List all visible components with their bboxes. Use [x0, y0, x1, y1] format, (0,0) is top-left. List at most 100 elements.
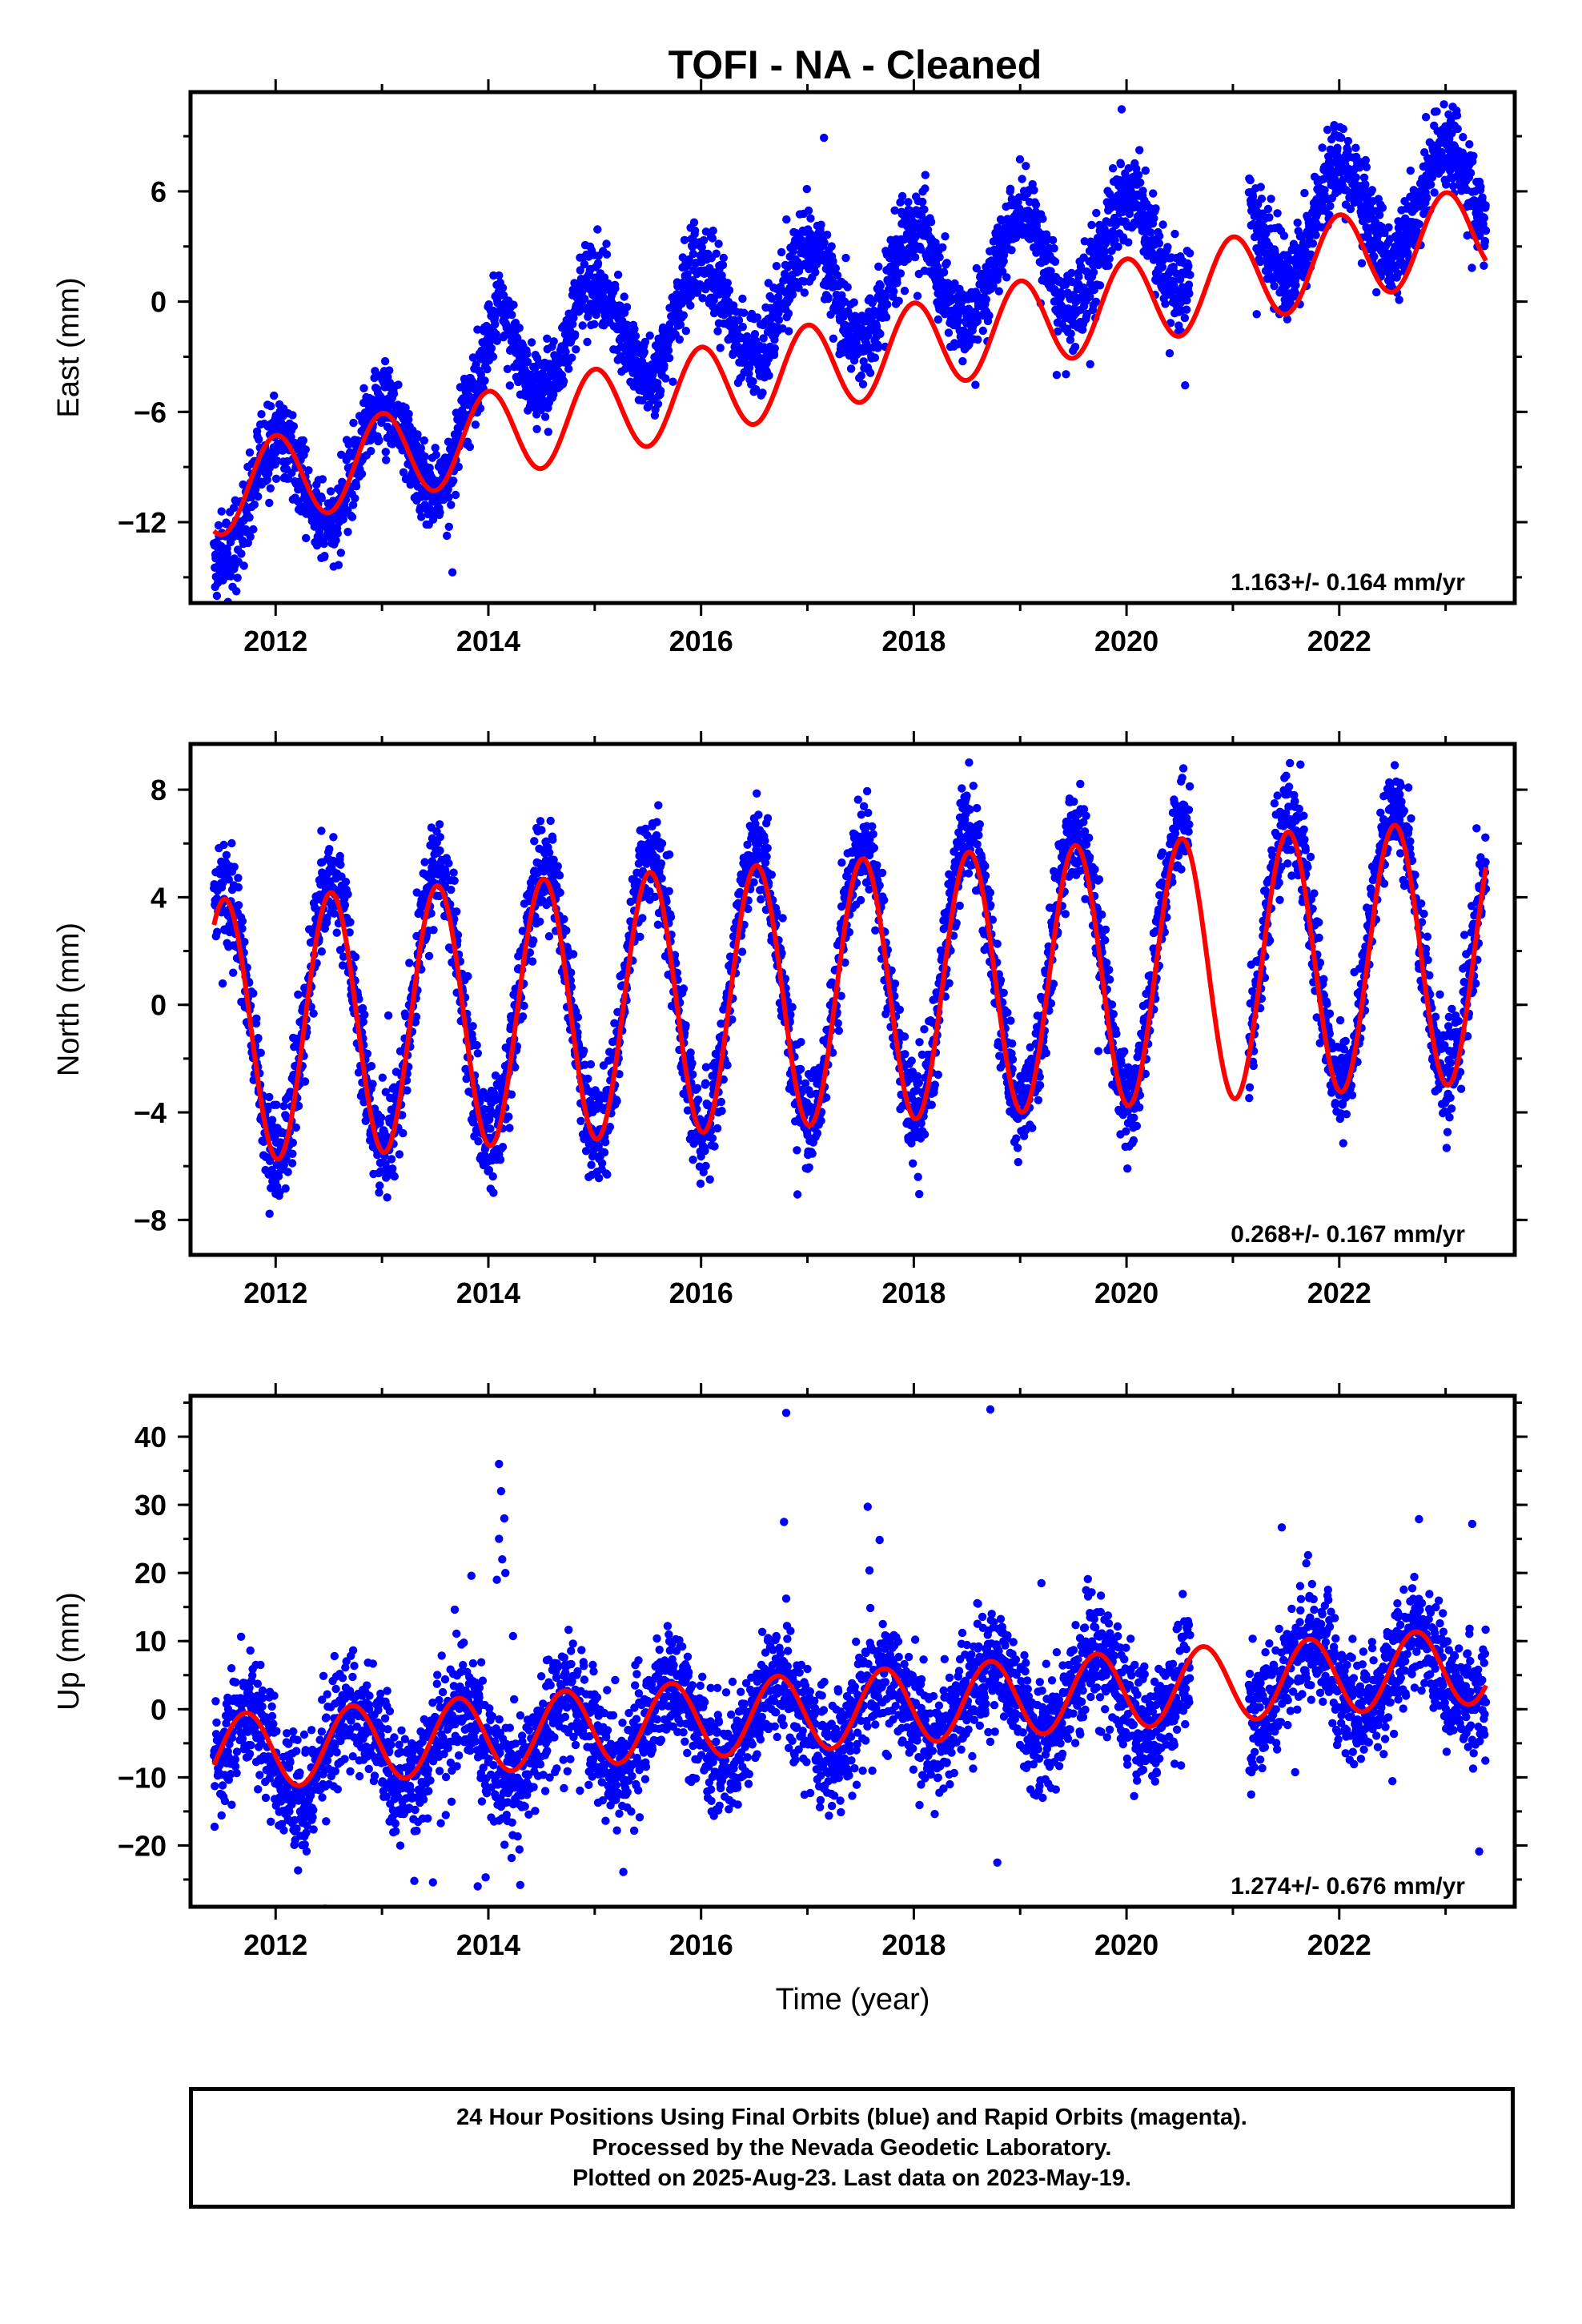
east-point — [1186, 271, 1195, 279]
east-point — [920, 205, 929, 214]
east-point — [869, 306, 879, 316]
east-point — [712, 249, 721, 258]
east-point — [789, 247, 797, 255]
east-point — [549, 337, 558, 346]
north-point — [496, 1156, 505, 1164]
north-point — [399, 1128, 408, 1138]
east-point — [290, 438, 299, 448]
east-point — [1318, 143, 1327, 152]
east-point — [1158, 220, 1167, 229]
east-point — [794, 283, 803, 292]
east-point — [829, 334, 838, 343]
east-point — [451, 490, 460, 500]
east-point — [613, 270, 623, 279]
east-point — [246, 533, 255, 541]
east-point — [483, 364, 492, 374]
east-point — [1283, 315, 1292, 324]
east-point — [1351, 143, 1360, 152]
east-point — [759, 334, 768, 343]
east-point — [1110, 235, 1119, 244]
east-point — [1151, 204, 1160, 213]
east-point — [249, 525, 258, 534]
east-point — [351, 494, 359, 503]
east-point — [701, 227, 711, 236]
east-point — [859, 357, 868, 366]
east-point — [513, 333, 522, 343]
east-point — [894, 296, 903, 305]
north-point — [473, 1049, 482, 1058]
east-point — [1050, 243, 1058, 253]
north-point — [383, 1011, 393, 1020]
east-point — [1444, 110, 1453, 119]
east-point — [858, 325, 867, 334]
north-point — [420, 858, 429, 866]
east-point — [753, 313, 762, 322]
east-point — [921, 171, 930, 179]
east-point — [380, 356, 390, 366]
east-point — [431, 444, 440, 452]
north-point — [294, 1101, 303, 1111]
east-point — [1252, 310, 1261, 319]
north-point — [486, 1124, 495, 1133]
north-point — [388, 1164, 397, 1173]
east-point — [302, 533, 311, 543]
east-point — [399, 468, 408, 476]
east-point — [1459, 133, 1468, 142]
east-point — [661, 374, 670, 383]
east-point — [1170, 229, 1179, 239]
north-points — [210, 758, 1491, 1218]
east-point — [602, 239, 611, 248]
east-point — [939, 267, 949, 277]
north-point — [375, 1181, 384, 1190]
east-point — [1481, 201, 1490, 210]
north-point — [254, 1034, 263, 1043]
east-point — [843, 283, 852, 292]
east-point — [227, 572, 235, 581]
east-point — [250, 500, 259, 509]
east-point — [1135, 146, 1144, 155]
east-point — [487, 344, 496, 353]
north-point — [222, 850, 231, 860]
east-point — [336, 549, 345, 557]
east-point — [656, 386, 665, 396]
east-point — [865, 368, 875, 377]
east-point — [1395, 296, 1403, 304]
east-point — [1149, 189, 1158, 198]
north-point — [424, 951, 434, 961]
east-point — [1182, 305, 1191, 314]
east-point — [367, 447, 375, 456]
north-point — [474, 1137, 483, 1146]
east-point — [385, 366, 394, 375]
east-point — [942, 259, 951, 267]
east-point — [896, 269, 905, 278]
east-point — [1480, 261, 1488, 270]
east-point — [782, 215, 791, 224]
east-point — [933, 263, 942, 271]
east-point — [1406, 166, 1415, 175]
east-point — [680, 235, 689, 244]
east-point — [1279, 231, 1289, 240]
north-point — [332, 928, 341, 937]
east-point — [1311, 231, 1320, 239]
east-point — [1048, 235, 1058, 245]
east-point — [1087, 220, 1096, 230]
north-point — [329, 833, 338, 842]
east-point — [278, 446, 287, 455]
east-point — [447, 501, 456, 509]
east-point — [347, 513, 357, 521]
east-point — [468, 353, 478, 362]
east-point — [1267, 195, 1275, 203]
east-point — [896, 198, 905, 207]
east-point — [699, 235, 709, 245]
east-point — [750, 330, 760, 339]
north-point — [505, 1124, 514, 1132]
east-point — [381, 448, 390, 456]
east-point — [806, 214, 815, 223]
east-point — [723, 279, 732, 287]
north-point — [317, 826, 326, 835]
east-point — [1100, 247, 1110, 256]
north-point — [267, 1116, 277, 1124]
east-point — [1015, 155, 1025, 164]
north-point — [234, 874, 243, 883]
east-point — [312, 541, 322, 550]
